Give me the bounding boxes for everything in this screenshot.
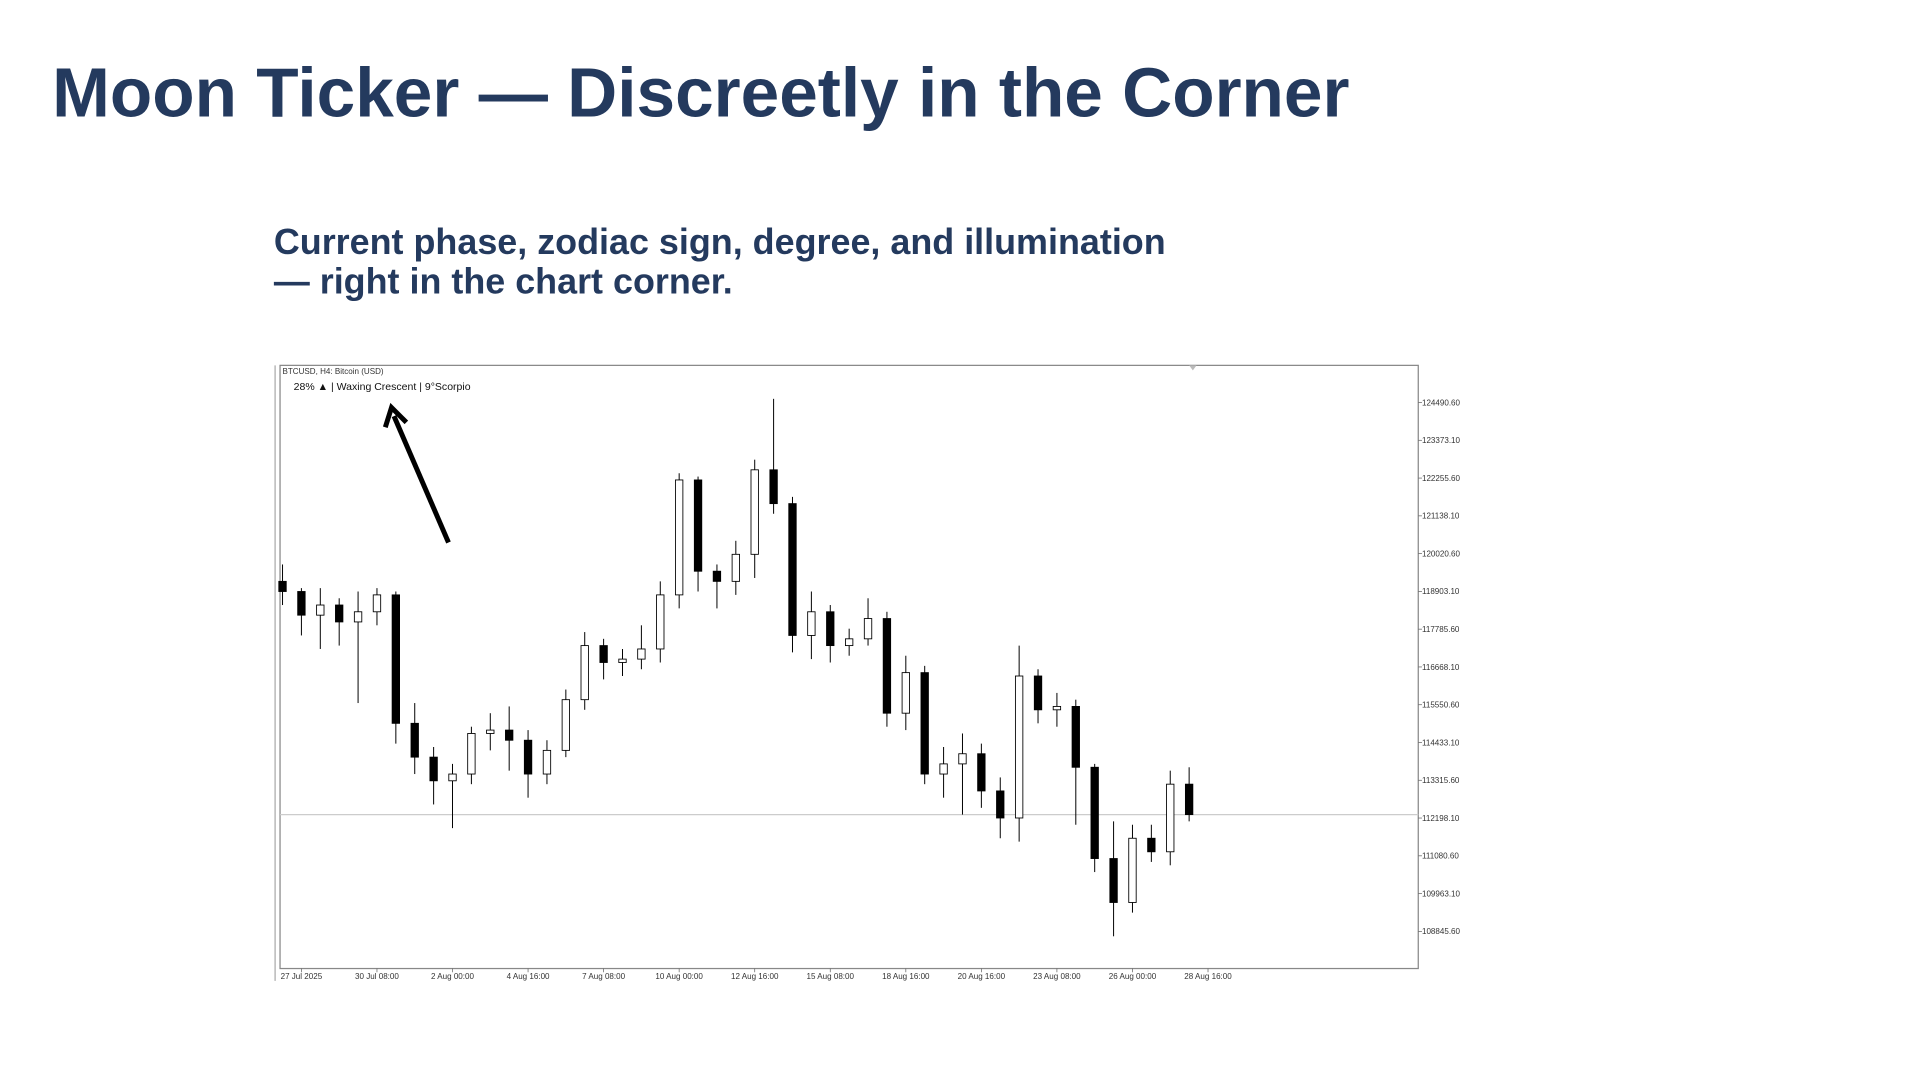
x-tick-label: 18 Aug 16:00 <box>882 972 930 981</box>
y-tick-label: 116668.10 <box>1422 663 1460 672</box>
x-tick-label: 30 Jul 08:00 <box>355 972 399 981</box>
x-tick-label: 23 Aug 08:00 <box>1033 972 1081 981</box>
y-tick-label: 111080.60 <box>1422 852 1459 861</box>
slide-title: Moon Ticker — Discreetly in the Corner <box>52 53 1349 131</box>
candle-body <box>977 753 986 792</box>
candle-body <box>429 756 438 782</box>
candle-body <box>1184 783 1194 816</box>
chart-frame <box>279 364 1419 970</box>
candle-body <box>675 479 684 596</box>
y-tick-label: 115550.60 <box>1422 701 1460 710</box>
candle-body <box>297 591 306 616</box>
candle-body <box>1166 783 1175 853</box>
candle-body <box>958 753 967 765</box>
candle-body <box>580 645 589 701</box>
x-tick-label: 4 Aug 16:00 <box>507 972 550 981</box>
y-tick-label: 118903.10 <box>1422 587 1460 596</box>
candle-body <box>656 594 665 650</box>
x-tick-label: 2 Aug 00:00 <box>431 972 474 981</box>
candle-body <box>863 618 873 640</box>
candle-body <box>353 611 363 623</box>
candle-body <box>561 699 570 751</box>
y-tick-label: 120020.60 <box>1422 549 1461 558</box>
candle-body <box>1071 705 1080 768</box>
candle-body <box>505 729 514 741</box>
candle-body <box>618 658 627 663</box>
x-tick-label: 27 Jul 2025 <box>281 972 323 981</box>
candle-body <box>939 763 948 775</box>
x-tick-label: 10 Aug 00:00 <box>655 972 703 981</box>
candle-body <box>335 604 344 623</box>
y-tick-label: 123373.10 <box>1422 436 1461 445</box>
candle-body <box>1109 858 1118 903</box>
candle-body <box>712 570 722 582</box>
x-tick-label: 7 Aug 08:00 <box>582 972 625 981</box>
y-tick-label: 124490.60 <box>1422 398 1461 407</box>
y-tick-label: 112198.10 <box>1422 814 1460 823</box>
candle-body <box>372 594 382 613</box>
candle-body <box>807 611 816 636</box>
x-tick-label: 26 Aug 00:00 <box>1109 972 1157 981</box>
candle-body <box>316 604 325 616</box>
candle-body <box>769 469 778 505</box>
candle-body <box>278 580 287 592</box>
x-tick-label: 12 Aug 16:00 <box>731 972 779 981</box>
candle-body <box>1147 837 1156 853</box>
subtitle-line: — right in the chart corner. <box>274 261 733 302</box>
candle-body <box>486 729 495 734</box>
candle-body <box>542 749 552 775</box>
candle-body <box>599 645 608 663</box>
plot: 124490.60 123373.10 122255.60 121138.10 1200… <box>278 398 1461 981</box>
candle-body <box>448 773 457 782</box>
candle-body <box>693 479 703 572</box>
candle-body <box>731 553 740 582</box>
candle-body <box>523 739 533 775</box>
candle-body <box>788 503 797 636</box>
candle-body <box>750 469 759 555</box>
y-tick-label: 109963.10 <box>1422 889 1461 898</box>
candle-body <box>882 618 892 714</box>
arrow-head <box>382 402 409 429</box>
candle-body <box>845 638 854 647</box>
x-tick-label: 15 Aug 08:00 <box>807 972 855 981</box>
y-tick-label: 108845.60 <box>1422 927 1461 936</box>
candle-body <box>1128 837 1137 903</box>
arrow <box>382 402 451 544</box>
candle-body <box>1052 705 1062 711</box>
candle-body <box>1090 766 1099 859</box>
candle-body <box>920 672 929 775</box>
candle-body <box>1033 675 1043 711</box>
y-tick-label: 117785.60 <box>1422 625 1460 634</box>
y-tick-label: 114433.10 <box>1422 738 1460 747</box>
shift-marker <box>1189 365 1197 371</box>
candle-body <box>1014 675 1024 819</box>
arrow-shaft <box>391 415 451 544</box>
symbol-label: BTCUSD, H4: Bitcoin (USD) <box>283 367 384 376</box>
y-tick-label: 122255.60 <box>1422 474 1461 483</box>
y-tick-label: 113315.60 <box>1422 776 1460 785</box>
candle-body <box>391 594 400 724</box>
candle-body <box>410 722 419 758</box>
candle-body <box>637 648 646 660</box>
subtitle-line: Current phase, zodiac sign, degree, and … <box>274 221 1166 262</box>
candle-body <box>826 611 835 647</box>
candle-body <box>996 790 1005 819</box>
x-tick-label: 28 Aug 16:00 <box>1184 972 1232 981</box>
candle-body <box>901 672 910 714</box>
moon-indicator: 28% ▲ | Waxing Crescent | 9°Scorpio <box>294 381 471 393</box>
y-tick-label: 121138.10 <box>1422 512 1460 521</box>
x-tick-label: 20 Aug 16:00 <box>958 972 1006 981</box>
candle-body <box>467 733 476 775</box>
